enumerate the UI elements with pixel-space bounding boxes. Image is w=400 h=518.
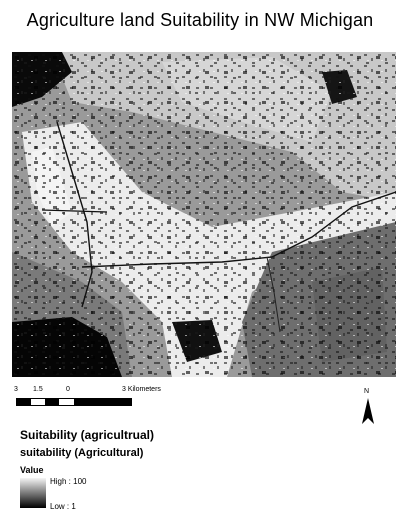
legend-high-label: High : 100 xyxy=(50,477,87,486)
map-title: Agriculture land Suitability in NW Michi… xyxy=(26,10,374,30)
north-arrow-icon xyxy=(362,398,374,424)
scale-label-kilometers: 3 Kilometers xyxy=(122,386,161,393)
north-letter: N xyxy=(364,388,370,395)
scale-label-3: 3 xyxy=(14,386,18,393)
scale-label-0: 0 xyxy=(66,386,70,393)
suitability-raster-map xyxy=(12,52,396,377)
scale-segment xyxy=(74,399,131,405)
scale-segment xyxy=(17,399,31,405)
scale-segment xyxy=(45,399,59,405)
north-arrow: N xyxy=(360,388,376,428)
scale-bar: 3 1.5 0 3 Kilometers xyxy=(12,386,182,408)
scale-label-1-5: 1.5 xyxy=(33,386,43,393)
legend-subtitle: suitability (Agricultural) xyxy=(20,447,144,459)
legend-low-label: Low : 1 xyxy=(50,502,76,511)
legend-title: Suitability (agricultrual) xyxy=(20,428,155,442)
legend-color-ramp xyxy=(20,478,46,508)
scale-track xyxy=(16,398,132,406)
legend-field-label: Value xyxy=(20,465,44,475)
